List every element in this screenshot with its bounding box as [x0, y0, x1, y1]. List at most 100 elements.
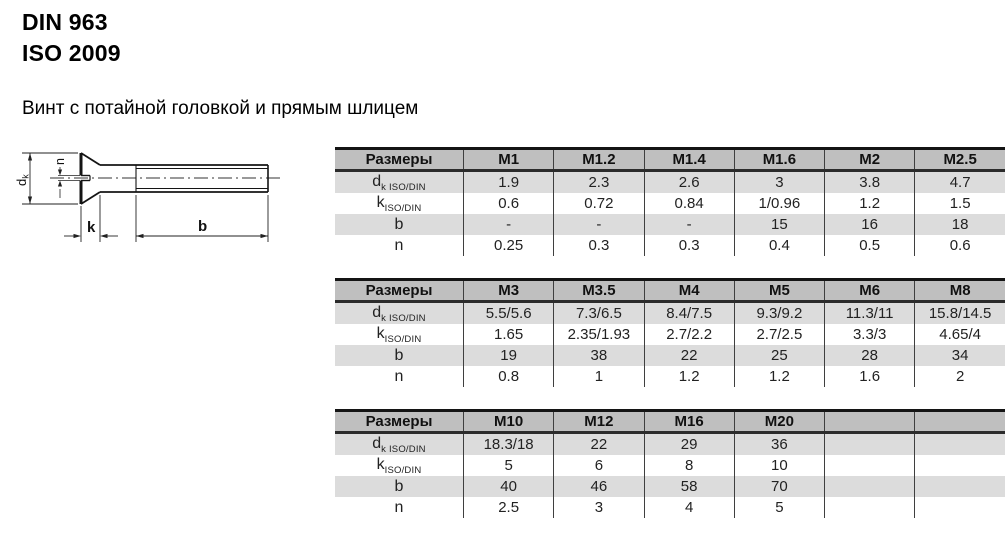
value-cell: 8.4/7.5	[643, 301, 735, 324]
table-row: dk ISO/DIN 1.9 2.3 2.6 3 3.8 4.7	[335, 170, 1005, 193]
header-row: Размеры M1 M1.2 M1.4 M1.6 M2 M2.5	[335, 148, 1005, 172]
row-label-n: n	[335, 497, 464, 518]
table-row: kISO/DIN 1.65 2.35/1.93 2.7/2.2 2.7/2.5 3.3/3…	[335, 324, 1005, 345]
table-row: n 2.5 3 4 5	[335, 497, 1005, 518]
value-cell: 0.72	[553, 193, 644, 214]
size-header-M1: M1	[462, 148, 554, 172]
value-cell: 4.7	[914, 170, 1005, 193]
value-cell: 18.3/18	[462, 432, 554, 455]
row-label-d: dk ISO/DIN	[335, 170, 464, 193]
header-row: Размеры M3 M3.5 M4 M5 M6 M8	[335, 279, 1005, 303]
row-label-d: dk ISO/DIN	[335, 432, 464, 455]
value-cell: 1.9	[462, 170, 554, 193]
value-cell: 1.2	[643, 366, 735, 387]
value-cell: 15	[733, 214, 825, 235]
value-cell	[914, 455, 1005, 476]
corner-header: Размеры	[335, 410, 464, 434]
value-cell: 5	[733, 497, 825, 518]
row-label-k: kISO/DIN	[335, 455, 464, 476]
value-cell: 46	[553, 476, 644, 497]
header-row: Размеры M10 M12 M16 M20	[335, 410, 1005, 434]
value-cell: 3.3/3	[823, 324, 915, 345]
value-cell: 0.3	[553, 235, 644, 256]
value-cell: 8	[643, 455, 735, 476]
dimension-tables: Размеры M1 M1.2 M1.4 M1.6 M2 M2.5 dk ISO/DIN 1.9…	[335, 147, 1005, 540]
value-cell: 16	[823, 214, 915, 235]
row-label-b: b	[335, 345, 464, 366]
value-cell: 1.2	[823, 193, 915, 214]
dimensions-table-3: Размеры M10 M12 M16 M20 dk ISO/DIN 18.3/18 22 29…	[335, 409, 1005, 518]
standard-din: DIN 963	[22, 9, 108, 35]
corner-header: Размеры	[335, 279, 464, 303]
screw-drawing-svg: dk n k	[14, 152, 282, 242]
value-cell: 36	[733, 432, 825, 455]
value-cell: 2	[914, 366, 1005, 387]
value-cell: 9.3/9.2	[733, 301, 825, 324]
row-label-k: kISO/DIN	[335, 193, 464, 214]
value-cell: 1/0.96	[733, 193, 825, 214]
value-cell: 5	[462, 455, 554, 476]
value-cell: 2.7/2.2	[643, 324, 735, 345]
screw-technical-drawing: dk n k	[14, 142, 314, 260]
value-cell: 3.8	[823, 170, 915, 193]
dimensions-table-2: Размеры M3 M3.5 M4 M5 M6 M8 dk ISO/DIN 5.5/5.6 7.…	[335, 278, 1005, 387]
value-cell: 3	[733, 170, 825, 193]
table-row: n 0.25 0.3 0.3 0.4 0.5 0.6	[335, 235, 1005, 256]
size-header-empty	[823, 410, 915, 434]
value-cell: 10	[733, 455, 825, 476]
size-header-M20: M20	[733, 410, 825, 434]
value-cell	[914, 476, 1005, 497]
table-row: kISO/DIN 0.6 0.72 0.84 1/0.96 1.2 1.5	[335, 193, 1005, 214]
value-cell: 38	[553, 345, 644, 366]
size-header-M16: M16	[643, 410, 735, 434]
value-cell: 0.3	[643, 235, 735, 256]
value-cell: 2.3	[553, 170, 644, 193]
value-cell: 34	[914, 345, 1005, 366]
value-cell: 1.6	[823, 366, 915, 387]
size-header-M10: M10	[462, 410, 554, 434]
k-dimension-label: k	[87, 219, 96, 236]
value-cell: 22	[643, 345, 735, 366]
value-cell: 0.8	[462, 366, 554, 387]
value-cell: 15.8/14.5	[914, 301, 1005, 324]
value-cell	[914, 497, 1005, 518]
value-cell: 1.2	[733, 366, 825, 387]
value-cell: 58	[643, 476, 735, 497]
table-row: dk ISO/DIN 5.5/5.6 7.3/6.5 8.4/7.5 9.3/9.2 11…	[335, 301, 1005, 324]
size-header-M1.6: M1.6	[733, 148, 825, 172]
row-label-d: dk ISO/DIN	[335, 301, 464, 324]
row-label-n: n	[335, 235, 464, 256]
value-cell	[914, 432, 1005, 455]
value-cell: 25	[733, 345, 825, 366]
value-cell: 2.35/1.93	[553, 324, 644, 345]
row-label-b: b	[335, 476, 464, 497]
value-cell: 28	[823, 345, 915, 366]
value-cell: 70	[733, 476, 825, 497]
size-header-M12: M12	[553, 410, 644, 434]
value-cell: 22	[553, 432, 644, 455]
value-cell: 0.5	[823, 235, 915, 256]
size-header-M5: M5	[733, 279, 825, 303]
n-dimension-label: n	[53, 158, 67, 165]
size-header-M3.5: M3.5	[553, 279, 644, 303]
value-cell: 2.6	[643, 170, 735, 193]
row-label-b: b	[335, 214, 464, 235]
datasheet-page: DIN 963 ISO 2009 Винт с потайной головко…	[14, 9, 1005, 518]
size-header-M6: M6	[823, 279, 915, 303]
corner-header: Размеры	[335, 148, 464, 172]
value-cell	[823, 497, 915, 518]
product-description: Винт с потайной головкой и прямым шлицем	[22, 98, 419, 119]
value-cell: 40	[462, 476, 554, 497]
value-cell: 1	[553, 366, 644, 387]
size-header-M1.2: M1.2	[553, 148, 644, 172]
standard-iso: ISO 2009	[22, 40, 121, 66]
size-header-empty	[914, 410, 1005, 434]
table-row: kISO/DIN 5 6 8 10	[335, 455, 1005, 476]
value-cell: 5.5/5.6	[462, 301, 554, 324]
size-header-M3: M3	[462, 279, 554, 303]
table-row: n 0.8 1 1.2 1.2 1.6 2	[335, 366, 1005, 387]
value-cell: 7.3/6.5	[553, 301, 644, 324]
table-row: b 40 46 58 70	[335, 476, 1005, 497]
value-cell: -	[643, 214, 735, 235]
table-row: b 19 38 22 25 28 34	[335, 345, 1005, 366]
